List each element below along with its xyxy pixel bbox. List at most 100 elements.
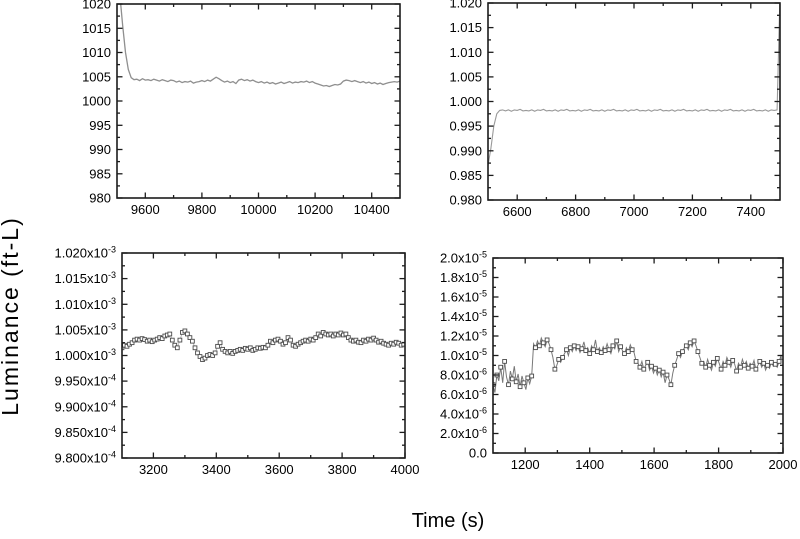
data-point-marker [571,343,577,349]
x-tick-label: 1400 [575,457,604,472]
y-tick-label: 0.995 [449,119,482,134]
data-point-marker [761,360,767,366]
data-point-marker [587,351,593,356]
data-point-marker [567,345,573,351]
data-point-marker [714,356,720,361]
data-point-marker [537,343,542,349]
data-point-marker [668,382,674,388]
data-point-marker [730,358,736,363]
plot-frame [121,252,406,459]
y-tick-label: 995 [89,118,111,133]
data-point-marker [513,379,519,385]
y-tick-label: 9.950x10-4 [54,373,116,389]
y-tick-label: 1.0x10-5 [440,347,487,363]
y-tick-label: 1015 [82,21,111,36]
y-tick-label: 0.990 [449,143,482,158]
chart-top-left: 9600 9800 10000 10200 10400 1020 1015 1010 1005 1… [82,0,401,217]
data-point-marker [618,344,623,350]
axis-tick-labels: 3200 3400 3600 3800 4000 1.020x10-3 1.015x10-3… [54,245,419,478]
y-tick-label: 9.800x10-4 [54,450,116,466]
data-point-marker [687,340,693,346]
data-point-marker [610,343,616,349]
y-tick-label: 9.850x10-4 [54,424,116,440]
x-tick-label: 7000 [620,204,649,219]
x-tick-label: 1600 [640,457,669,472]
data-point-marker [525,375,531,381]
y-tick-label: 1.010x10-3 [54,296,116,312]
data-point-marker [177,337,183,343]
plot-frame [487,2,781,201]
axis-tick-labels: 1200 1400 1600 1800 2000 2.0x10-5 1.8x10-5 1.6x… [440,250,798,473]
data-point-marker [187,335,193,340]
data-point-marker [159,336,165,341]
y-tick-label: 1.4x10-5 [440,308,487,324]
data-point-marker [575,344,581,350]
data-point-marker [606,347,612,353]
data-point-marker [765,362,770,368]
data-point-marker [707,362,712,368]
x-tick-label: 9800 [187,202,216,217]
data-point-marker [614,338,620,344]
series-line [488,3,780,166]
data-series [488,3,780,166]
data-point-marker [753,366,759,372]
y-tick-label: 1.020x10-3 [54,245,116,261]
x-tick-label: 9600 [131,202,160,217]
data-point-marker [270,340,276,346]
data-point-marker [502,359,507,364]
data-point-marker [192,345,198,351]
x-tick-label: 6800 [561,204,590,219]
y-tick-label: 1.015 [449,20,482,35]
x-tick-label: 3200 [139,462,168,477]
axis-ticks [493,257,784,454]
data-point-marker [210,353,215,358]
x-axis-title-area: Time (s) [412,510,485,532]
y-tick-label: 1.6x10-5 [440,289,487,305]
data-point-marker [498,364,504,370]
data-point-marker [629,347,635,353]
data-point-marker [215,343,220,349]
data-point-marker [711,359,716,365]
axis-ticks [117,3,400,199]
data-point-marker [595,349,600,354]
data-point-marker [591,347,596,353]
data-point-marker [202,355,208,361]
axis-tick-labels: 9600 9800 10000 10200 10400 1020 1015 1010 1005 1… [82,0,390,217]
data-point-marker [318,333,324,339]
data-point-marker [622,351,627,356]
data-series [122,328,405,362]
x-tick-label: 3600 [265,462,294,477]
y-tick-label: 4.0x10-6 [440,406,487,422]
data-point-marker [247,345,253,351]
data-point-marker [552,366,558,372]
data-point-marker [672,362,678,368]
x-tick-label: 2000 [769,457,798,472]
data-point-marker [185,331,190,337]
data-point-marker [645,359,651,365]
y-tick-label: 980 [89,191,111,206]
data-point-marker [772,361,778,367]
data-point-marker [776,359,782,364]
data-point-marker [625,349,631,354]
data-point-marker [656,367,662,373]
data-point-marker [167,331,173,337]
x-tick-label: 7400 [736,204,765,219]
data-point-marker [197,354,203,359]
data-point-marker [283,340,288,346]
data-point-marker [749,363,755,369]
x-tick-label: 10200 [297,202,333,217]
x-tick-label: 3400 [202,462,231,477]
x-tick-label: 1800 [704,457,733,472]
data-point-marker [583,348,589,353]
data-point-marker [780,355,783,360]
data-point-marker [212,350,218,356]
y-tick-label: 2.0x10-6 [440,425,487,441]
data-point-marker [544,337,550,343]
data-point-marker [660,369,666,375]
data-point-marker [217,340,223,346]
y-tick-label: 985 [89,166,111,181]
data-point-marker [649,363,654,369]
data-point-marker [195,350,200,356]
data-point-marker [745,365,751,371]
